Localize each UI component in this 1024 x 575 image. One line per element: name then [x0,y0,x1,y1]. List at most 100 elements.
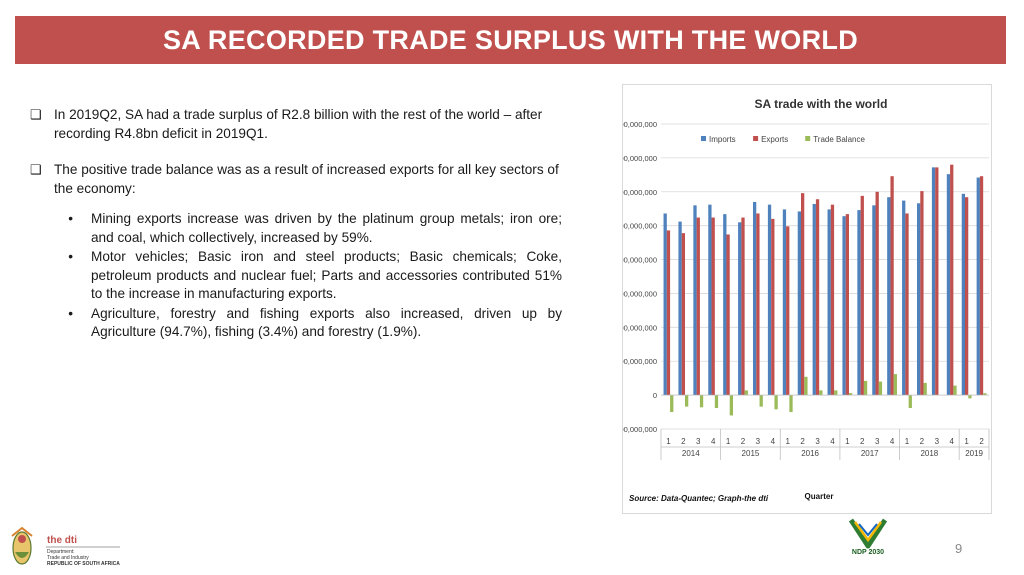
bar-trade-balance [878,381,883,396]
bar-exports [875,191,879,396]
legend-label: Imports [709,135,736,144]
bar-exports [920,191,924,396]
bar-trade-balance [670,395,674,413]
bullet-item: • Mining exports increase was driven by … [30,210,562,247]
bar-trade-balance [744,390,748,396]
bullet-text: Mining exports increase was driven by th… [91,211,562,245]
bar-exports [979,176,984,396]
x-tick-label: 1 [905,437,910,446]
bar-trade-balance [819,390,823,396]
bar-exports [950,164,954,396]
paragraph-2: ❑ The positive trade balance was as a re… [30,161,562,198]
bar-trade-balance [834,390,838,396]
bar-exports [666,230,671,396]
bar-exports [830,204,835,396]
bar-trade-balance [699,395,704,408]
bar-imports [887,197,891,396]
trade-chart: SA trade with the world Imports Exports Tr… [622,84,992,514]
chart-legend: Imports Exports Trade Balance [701,135,865,144]
bar-exports [726,234,730,396]
x-tick-label: 4 [830,437,835,446]
year-label: 2017 [861,449,879,458]
bar-exports [845,214,850,396]
bar-exports [756,213,760,396]
x-tick-label: 3 [935,437,940,446]
bar-imports [916,203,921,396]
bar-imports [782,209,787,396]
y-tick-label: 300,000,000,000 [623,188,657,197]
ndp-2030-logo: NDP 2030 [848,518,888,556]
x-tick-label: 4 [711,437,716,446]
year-label: 2016 [801,449,819,458]
slide-title: SA RECORDED TRADE SURPLUS WITH THE WORLD [163,24,858,55]
y-tick-label: 350,000,000,000 [623,154,657,163]
dti-logo-line2: Trade and Industry [47,555,89,561]
legend-swatch [701,136,706,141]
bar-imports [797,211,801,396]
title-bar: SA RECORDED TRADE SURPLUS WITH THE WORLD [15,16,1006,64]
bar-trade-balance [729,395,734,416]
y-tick-label: 150,000,000,000 [623,289,657,298]
bar-exports [786,226,790,396]
bar-exports [815,199,820,396]
bar-exports [964,197,969,396]
bar-imports [827,209,831,396]
y-tick-label: -50,000,000,000 [623,425,657,434]
x-tick-label: 3 [696,437,701,446]
bar-trade-balance [774,395,778,410]
bar-imports [723,214,727,396]
bar-exports [741,217,745,396]
paragraph-1-text: In 2019Q2, SA had a trade surplus of R2.… [54,107,543,141]
x-tick-label: 2 [741,437,746,446]
bar-exports [771,218,775,396]
x-tick-label: 4 [771,437,776,446]
year-label: 2015 [742,449,760,458]
dti-logo-line3: REPUBLIC OF SOUTH AFRICA [47,561,120,567]
bar-trade-balance [893,374,898,396]
bar-trade-balance [849,393,853,396]
bar-trade-balance [804,376,808,396]
x-tick-label: 3 [875,437,880,446]
chart-svg: SA trade with the world Imports Exports Tr… [623,97,990,503]
year-label: 2018 [920,449,938,458]
bar-exports [696,217,700,396]
bar-imports [976,177,980,396]
bar-imports [678,221,682,396]
bar-imports [663,213,667,396]
bar-trade-balance [714,395,719,408]
paragraph-2-text: The positive trade balance was as a resu… [54,162,559,196]
bar-exports [860,195,864,396]
bar-imports [708,204,712,396]
x-tick-label: 1 [726,437,731,446]
y-tick-label: 100,000,000,000 [623,323,657,332]
x-tick-label: 1 [786,437,791,446]
text-block: ❑ In 2019Q2, SA had a trade surplus of R… [30,106,562,343]
chart-source: Source: Data-Quantec; Graph-the dti [629,494,769,503]
x-tick-label: 4 [890,437,895,446]
x-tick-label: 2 [920,437,925,446]
y-tick-label: 0 [653,391,657,400]
bar-imports [842,216,846,396]
bar-imports [902,200,906,396]
chart-title: SA trade with the world [755,97,888,111]
paragraph-1: ❑ In 2019Q2, SA had a trade surplus of R… [30,106,562,143]
dti-logo-name: the dti [47,535,77,546]
y-tick-label: 250,000,000,000 [623,222,657,231]
x-tick-label: 4 [950,437,955,446]
x-tick-label: 3 [815,437,820,446]
x-tick-label: 2 [681,437,686,446]
legend-label: Exports [761,135,788,144]
bar-exports [905,213,909,396]
bar-imports [946,174,951,396]
bullet-dot-icon: • [68,249,73,264]
x-tick-label: 1 [845,437,850,446]
year-label: 2014 [682,449,700,458]
bar-imports [812,203,816,396]
ndp-logo-text: NDP 2030 [852,549,884,556]
bar-exports [711,217,715,396]
checkbox-bullet-icon: ❑ [30,107,42,122]
x-tick-label: 2 [860,437,865,446]
bar-trade-balance [759,395,763,407]
y-tick-label: 200,000,000,000 [623,256,657,265]
